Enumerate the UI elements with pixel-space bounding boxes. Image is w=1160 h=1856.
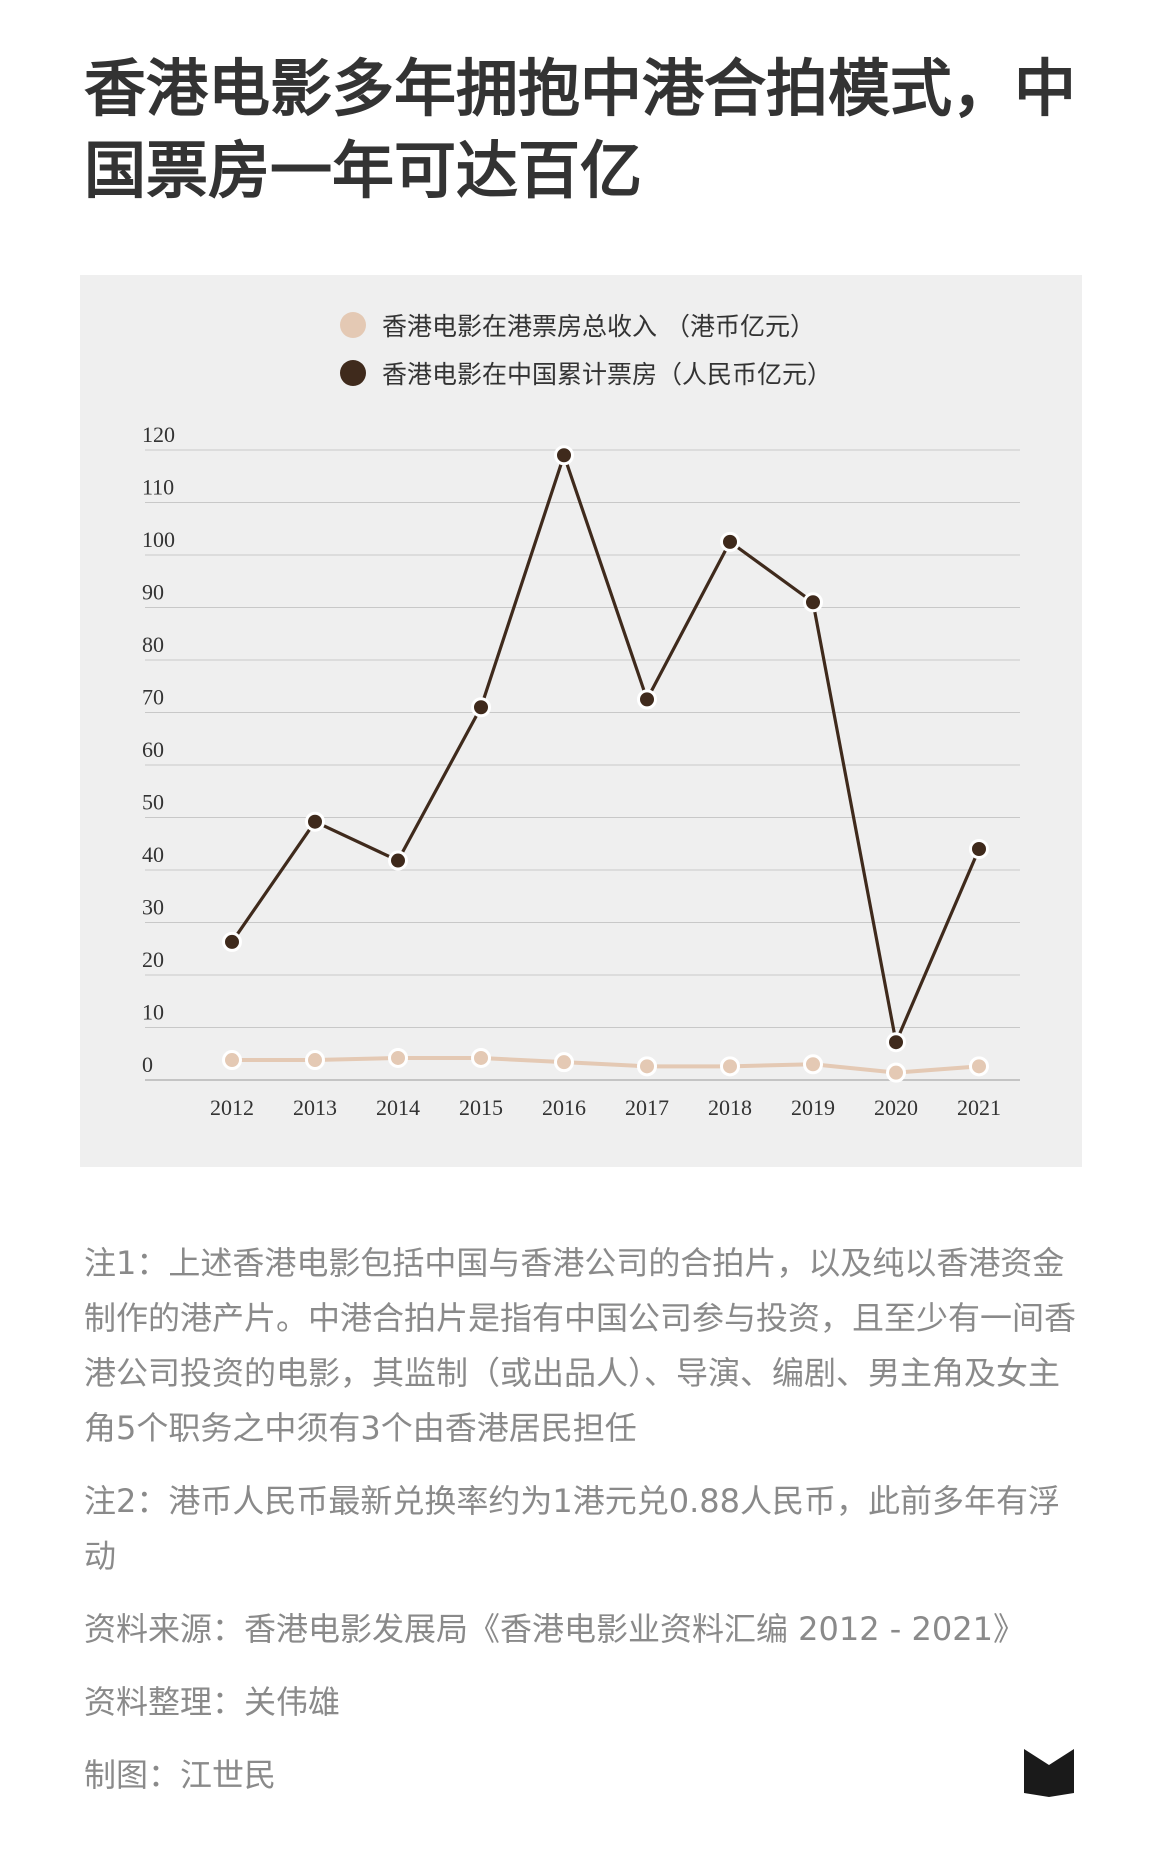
- data-point-hk: [222, 1050, 242, 1071]
- x-tick-label: 2014: [376, 1095, 420, 1120]
- data-point-hk: [720, 1056, 740, 1077]
- y-tick-label: 50: [142, 790, 164, 815]
- data-point-hk: [554, 1052, 574, 1073]
- y-tick-label: 10: [142, 1000, 164, 1025]
- source-note: 资料来源：香港电影发展局《香港电影业资料汇编 2012 - 2021》: [84, 1610, 1025, 1648]
- x-tick-label: 2018: [708, 1095, 752, 1120]
- legend-item-hk: 香港电影在港票房总收入 （港币亿元）: [340, 307, 815, 343]
- legend-dot-cn-icon: [340, 360, 366, 386]
- chart-panel: 香港电影在港票房总收入 （港币亿元） 香港电影在中国累计票房（人民币亿元） 0 1…: [80, 275, 1082, 1167]
- y-tick-label: 80: [142, 632, 164, 657]
- data-point-cn: [305, 811, 325, 832]
- x-tick-label: 2015: [459, 1095, 503, 1120]
- data-point-hk: [305, 1050, 325, 1071]
- y-tick-label: 0: [142, 1052, 153, 1077]
- chart-title: 香港电影多年拥抱中港合拍模式，中国票房一年可达百亿: [84, 52, 1077, 207]
- line-chart: 0 10 20 30 40 50 60 70 80 90 100 110 120 2012 2013 2014…: [142, 422, 1020, 1120]
- data-point-cn: [886, 1032, 906, 1053]
- data-point-hk: [637, 1056, 657, 1077]
- data-point-cn: [554, 445, 574, 466]
- data-point-cn: [471, 697, 491, 718]
- legend-item-cn: 香港电影在中国累计票房（人民币亿元）: [340, 355, 832, 391]
- data-point-hk: [388, 1047, 408, 1068]
- legend-dot-hk-icon: [340, 312, 366, 338]
- y-tick-label: 100: [142, 527, 175, 552]
- data-point-cn: [637, 689, 657, 710]
- x-tick-label: 2019: [791, 1095, 835, 1120]
- data-point-hk: [471, 1047, 491, 1068]
- legend-label-cn: 香港电影在中国累计票房（人民币亿元）: [382, 360, 833, 389]
- x-tick-label: 2016: [542, 1095, 586, 1120]
- y-tick-label: 60: [142, 737, 164, 762]
- book-logo-icon: [1022, 1745, 1076, 1803]
- y-tick-label: 20: [142, 947, 164, 972]
- legend-label-hk: 香港电影在港票房总收入 （港币亿元）: [382, 312, 815, 341]
- series-line-hk: [232, 1055, 980, 1075]
- x-tick-label: 2013: [293, 1095, 337, 1120]
- y-tick-label: 120: [142, 422, 175, 447]
- data-point-hk: [886, 1062, 906, 1083]
- data-point-cn: [388, 850, 408, 871]
- data-point-hk: [803, 1054, 823, 1075]
- data-point-cn: [803, 592, 823, 613]
- notes-section: 注1：上述香港电影包括中国与香港公司的合拍片，以及纯以香港资金制作的港产片。中港…: [84, 1236, 1084, 1821]
- data-point-cn: [720, 531, 740, 552]
- graphic-by: 制图：江世民: [84, 1756, 277, 1794]
- y-tick-label: 40: [142, 842, 164, 867]
- series-line-cn: [230, 453, 981, 1044]
- compiled-by: 资料整理：关伟雄: [84, 1683, 341, 1721]
- y-tick-label: 90: [142, 580, 164, 605]
- x-tick-label: 2012: [210, 1095, 254, 1120]
- note-1: 注1：上述香港电影包括中国与香港公司的合拍片，以及纯以香港资金制作的港产片。中港…: [84, 1244, 1077, 1447]
- x-tick-label: 2020: [874, 1095, 918, 1120]
- data-point-hk: [969, 1056, 989, 1077]
- y-tick-label: 110: [142, 475, 174, 500]
- note-2: 注2：港币人民币最新兑换率约为1港元兑0.88人民币，此前多年有浮动: [84, 1482, 1060, 1575]
- x-tick-label: 2017: [625, 1095, 669, 1120]
- data-point-cn: [969, 839, 989, 859]
- x-tick-label: 2021: [957, 1095, 1001, 1120]
- data-point-cn: [222, 931, 242, 952]
- y-tick-label: 30: [142, 895, 164, 920]
- y-tick-label: 70: [142, 685, 164, 710]
